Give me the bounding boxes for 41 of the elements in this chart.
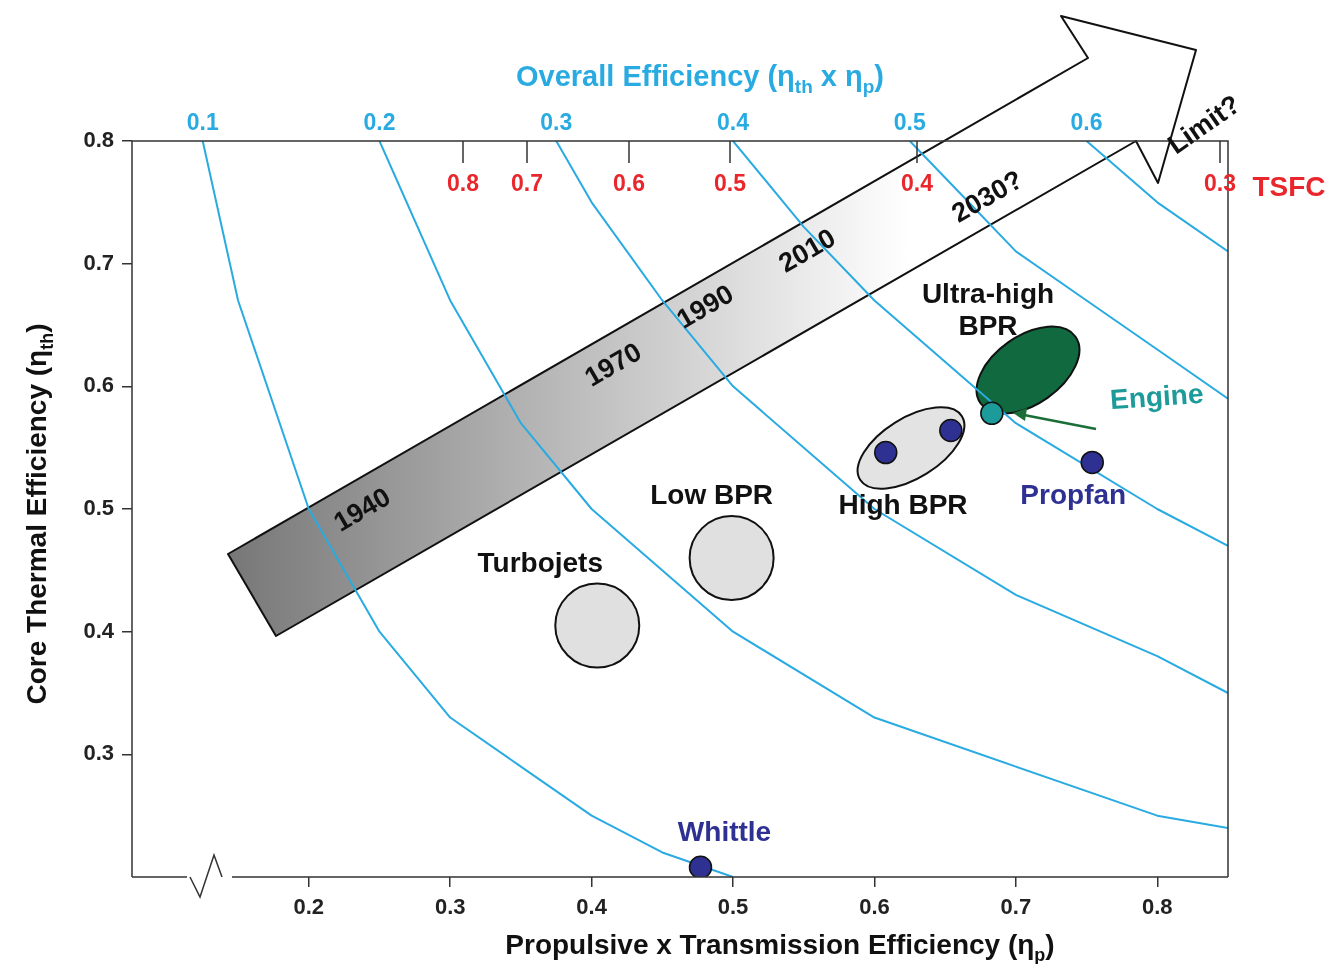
- y-tick-label: 0.4: [83, 617, 115, 643]
- y-tick-label: 0.7: [83, 249, 114, 275]
- annotation: Ultra-high BPR: [921, 278, 1055, 342]
- annotation: 1940: [328, 481, 396, 538]
- point: [874, 440, 898, 465]
- point: [1080, 450, 1104, 475]
- x-tick-label: 0.6: [859, 894, 890, 920]
- y-tick-label: 0.5: [83, 495, 114, 521]
- x-tick-label: 0.4: [576, 894, 608, 920]
- annotation: 1990: [671, 278, 739, 335]
- series-label: 0.4: [717, 109, 750, 136]
- point: [688, 855, 713, 877]
- series-label: Low BPR: [650, 478, 774, 510]
- annotation: 1970: [579, 336, 647, 393]
- x-tick-label: 0.7: [1000, 894, 1032, 920]
- series-label: Propfan: [1020, 479, 1127, 511]
- y-axis-title: Core Thermal Efficiency (ηth): [20, 323, 57, 705]
- series-label: 0.5: [893, 109, 926, 136]
- series-label: 0.2: [363, 109, 396, 136]
- series-label: Turbojets: [477, 547, 604, 579]
- x-tick-label: 0.3: [434, 894, 466, 920]
- series-label: 0.1: [186, 109, 219, 136]
- text: TSFC: [1252, 171, 1326, 203]
- point: [980, 401, 1004, 426]
- annotation: 0.6: [613, 170, 645, 197]
- point: [939, 418, 963, 443]
- x-tick-label: 0.8: [1141, 894, 1173, 920]
- annotation: 0.5: [714, 170, 747, 197]
- annotation: 0.8: [447, 170, 480, 197]
- annotation: 0.4: [901, 170, 934, 197]
- y-tick-label: 0.6: [83, 372, 114, 398]
- annotation: 2010: [773, 222, 841, 279]
- series-label: 0.6: [1070, 109, 1103, 136]
- x-tick-label: 0.5: [717, 894, 749, 920]
- series-label: Whittle: [677, 815, 772, 847]
- y-tick-label: 0.3: [83, 740, 114, 766]
- annotation: 0.7: [511, 170, 543, 197]
- x-tick-label: 0.2: [293, 894, 325, 920]
- y-tick-label: 0.8: [83, 127, 114, 153]
- text: Engine: [1109, 377, 1205, 416]
- series-label: 0.3: [540, 109, 573, 136]
